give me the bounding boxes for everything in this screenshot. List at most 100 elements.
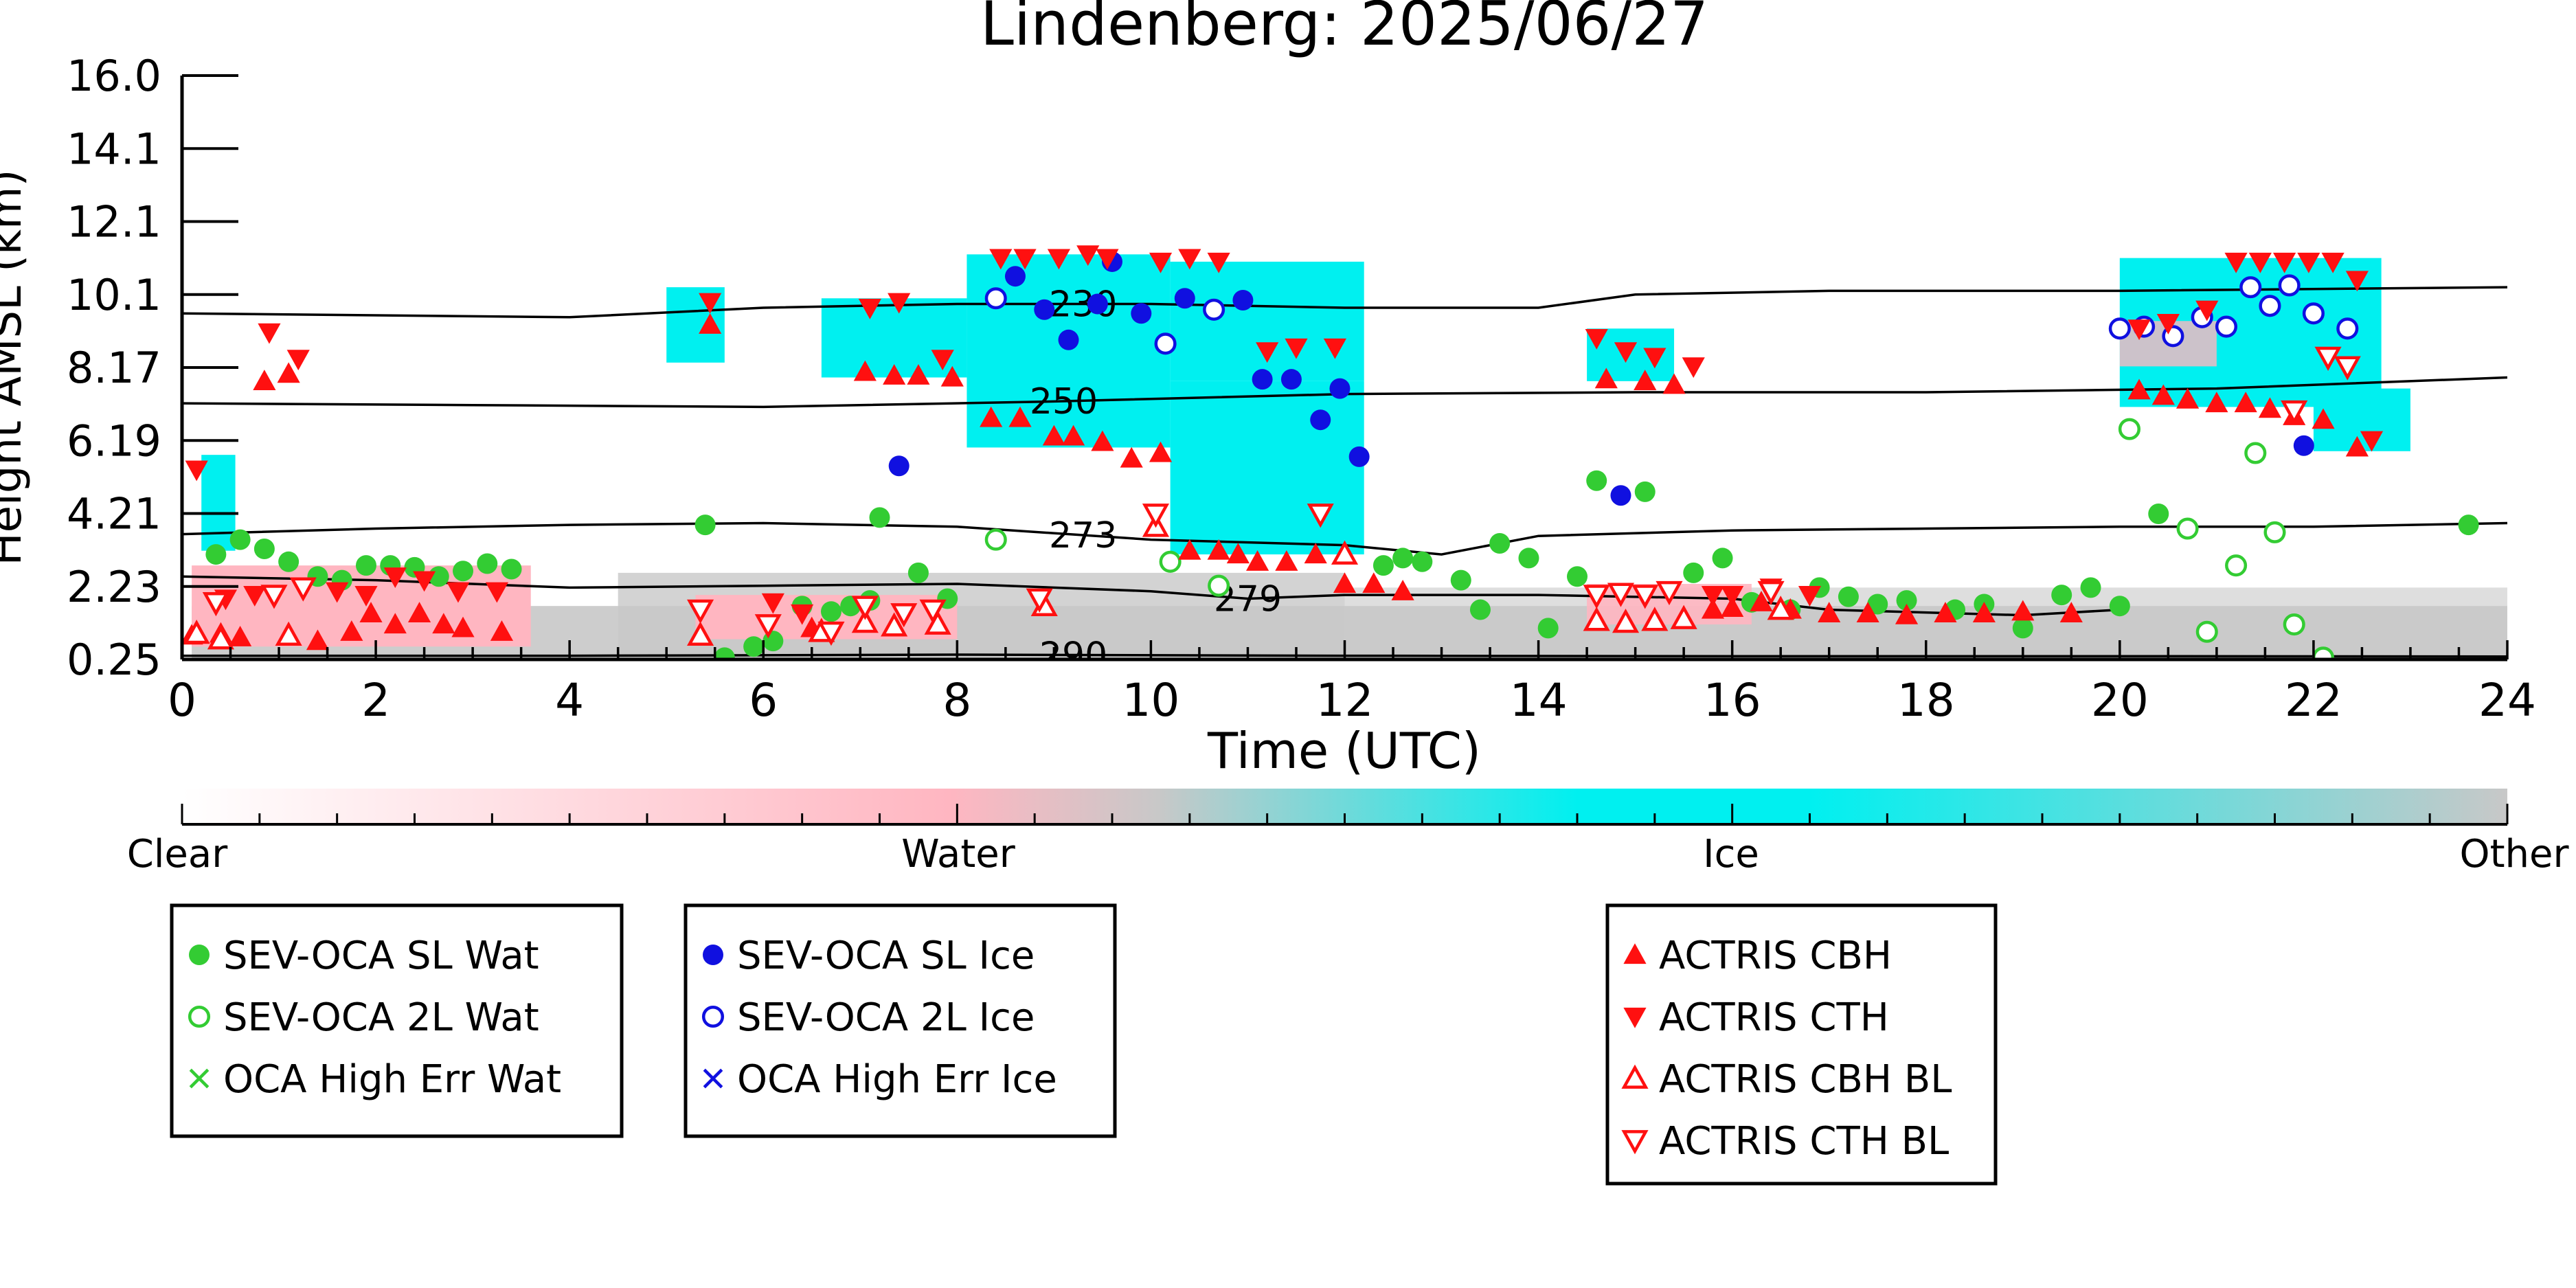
- data-point: [2225, 554, 2248, 577]
- data-point: [202, 591, 229, 617]
- data-point: [1058, 329, 1079, 350]
- data-point: [1149, 252, 1173, 273]
- x-tick-label: 2: [361, 674, 390, 727]
- data-point: [2281, 400, 2308, 425]
- data-point: [2176, 517, 2199, 540]
- data-point: [2127, 379, 2151, 400]
- data-point: [1076, 245, 1100, 267]
- data-point: [2012, 618, 2033, 639]
- data-point: [432, 613, 455, 634]
- data-point: [490, 620, 514, 641]
- data-point: [1372, 555, 1394, 576]
- legend-box-3: ACTRIS CBH ACTRIS CTH ACTRIS CBH BL ACTRIS …: [1605, 903, 1998, 1186]
- data-point: [1518, 547, 1539, 569]
- data-point: [1585, 328, 1608, 350]
- data-point: [1643, 348, 1667, 369]
- legend-label: ACTRIS CBH BL: [1659, 1057, 1952, 1102]
- legend-marker: [703, 1068, 723, 1089]
- data-point: [2148, 504, 2169, 525]
- data-point: [1450, 569, 1471, 591]
- data-point: [1256, 342, 1279, 363]
- data-point: [869, 507, 890, 528]
- data-point: [275, 621, 302, 646]
- data-point: [1856, 602, 1879, 623]
- data-point: [1392, 547, 1414, 569]
- data-point: [1634, 370, 1657, 390]
- data-point: [1131, 303, 1152, 324]
- data-point: [183, 620, 210, 644]
- isotherm-label: 273: [1049, 515, 1117, 556]
- data-point: [984, 287, 1007, 310]
- colorbar-label-other: Other: [2459, 832, 2569, 877]
- data-point: [2215, 315, 2238, 338]
- data-point: [1333, 572, 1357, 594]
- data-point: [1091, 430, 1114, 451]
- data-point: [1331, 540, 1359, 565]
- data-point: [2176, 387, 2200, 409]
- data-point: [2293, 435, 2314, 456]
- data-point: [501, 558, 522, 580]
- legend-marker: [1623, 1007, 1647, 1028]
- series-sev-oca-2l-wat: [984, 418, 2335, 659]
- legend-marker: [1623, 943, 1647, 964]
- data-point: [1583, 607, 1610, 631]
- data-point: [699, 293, 722, 314]
- data-point: [1712, 547, 1733, 569]
- data-point: [2336, 317, 2359, 340]
- data-point: [2314, 346, 2342, 371]
- data-point: [1120, 447, 1143, 468]
- colorbar: Clear Water Ice Other: [127, 789, 2569, 877]
- cloud-phase-region: [1170, 261, 1364, 381]
- legend-box-1: SEV-OCA SL Wat SEV-OCA 2L Wat OCA High Err…: [170, 903, 624, 1138]
- data-point: [2234, 392, 2257, 413]
- x-tick-label: 16: [1704, 674, 1761, 727]
- data-point: [883, 364, 906, 385]
- data-point: [2205, 392, 2228, 413]
- data-point: [1061, 425, 1085, 446]
- x-tick-label: 8: [942, 674, 971, 727]
- data-point: [743, 636, 765, 657]
- data-point: [1252, 369, 1273, 390]
- isotherm-line: [182, 521, 2507, 556]
- data-point: [1004, 266, 1026, 287]
- data-point: [1721, 585, 1744, 607]
- data-point: [1034, 299, 1055, 320]
- data-point: [2321, 252, 2345, 273]
- data-point: [413, 571, 436, 592]
- data-point: [2283, 613, 2305, 636]
- data-point: [1612, 608, 1640, 633]
- y-tick-label: 10.1: [67, 270, 161, 320]
- data-point: [260, 585, 288, 609]
- data-point: [1304, 543, 1327, 564]
- data-point: [931, 350, 954, 371]
- data-point: [1154, 332, 1177, 355]
- data-point: [907, 364, 930, 385]
- data-point: [1310, 409, 1331, 431]
- y-tick-label: 16.0: [67, 51, 161, 101]
- x-tick-label: 22: [2285, 674, 2342, 727]
- data-point: [2156, 313, 2180, 335]
- legend-label: ACTRIS CBH: [1659, 934, 1892, 978]
- data-point: [2334, 356, 2361, 381]
- data-point: [289, 577, 317, 602]
- data-point: [355, 555, 376, 576]
- data-point: [1701, 598, 1725, 619]
- data-point: [2051, 585, 2072, 606]
- data-point: [326, 582, 349, 603]
- legend-label: ACTRIS CTH BL: [1659, 1119, 1949, 1164]
- data-point: [1934, 602, 1957, 623]
- data-point: [1610, 485, 1631, 506]
- x-tick-label: 14: [1510, 674, 1568, 727]
- data-point: [686, 599, 714, 624]
- data-point: [1226, 543, 1250, 564]
- data-point: [980, 406, 1003, 427]
- data-point: [485, 582, 508, 603]
- data-point: [714, 647, 735, 659]
- data-point: [1867, 594, 1888, 615]
- data-point: [1096, 249, 1119, 270]
- x-axis-ticks: 0 2 4 6 8 10 12 14 16 18 20 22 24: [168, 640, 2536, 727]
- data-point: [1614, 342, 1638, 363]
- data-point: [2248, 252, 2272, 273]
- data-point: [2195, 620, 2218, 643]
- data-point: [2258, 397, 2282, 418]
